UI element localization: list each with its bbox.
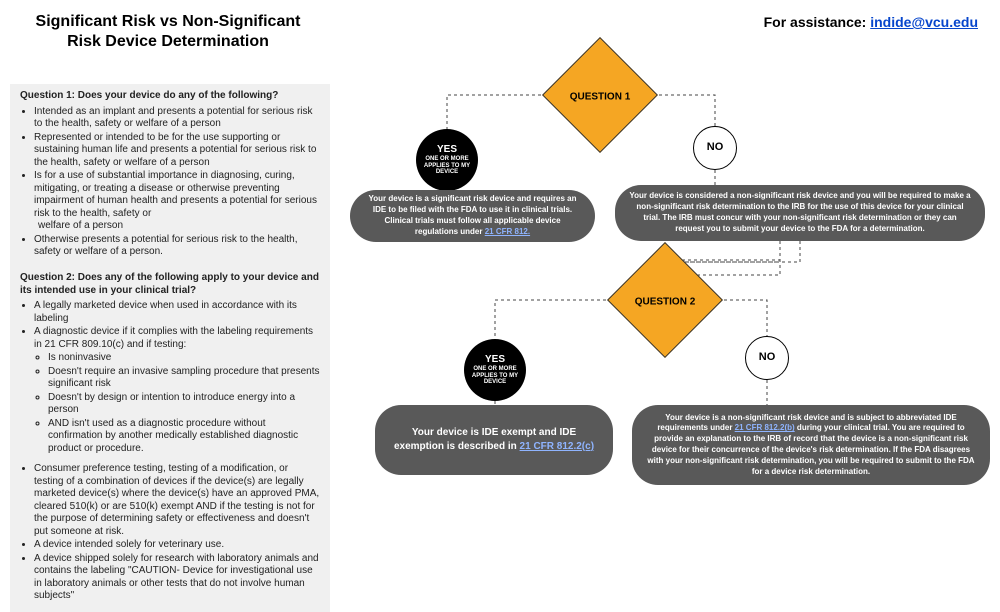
question2-list-b: Consumer preference testing, testing of … [34, 463, 320, 603]
question2-title: Question 2: Does any of the following ap… [20, 272, 320, 297]
q1-no-node: NO [693, 126, 737, 170]
q2-no-node: NO [745, 336, 789, 380]
cfr-812-link[interactable]: 21 CFR 812. [485, 227, 530, 236]
list-item: Otherwise presents a potential for serio… [34, 234, 320, 259]
assist-label: For assistance: [764, 14, 871, 30]
title-line2: Risk Device Determination [67, 33, 269, 50]
outcome-q1-yes: Your device is a significant risk device… [350, 190, 595, 242]
list-item: A legally marketed device when used in a… [34, 300, 320, 325]
list-item: Represented or intended to be for the us… [34, 132, 320, 170]
list-item: A device intended solely for veterinary … [34, 539, 320, 552]
list-item: A device shipped solely for research wit… [34, 553, 320, 603]
cfr-812-2b-link[interactable]: 21 CFR 812.2(b) [735, 423, 795, 432]
list-item: Consumer preference testing, testing of … [34, 463, 320, 538]
question1-panel: Question 1: Does your device do any of t… [10, 84, 330, 268]
page-title: Significant Risk vs Non-Significant Risk… [28, 12, 308, 52]
list-item: AND isn't used as a diagnostic procedure… [48, 418, 320, 456]
q1-yes-node: YES ONE OR MORE APPLIES TO MY DEVICE [416, 129, 478, 191]
outcome-q2-yes: Your device is IDE exempt and IDE exempt… [375, 405, 613, 475]
outcome-q2-no: Your device is a non-significant risk de… [632, 405, 990, 485]
assistance: For assistance: indide@vcu.edu [764, 14, 978, 30]
question2-panel: Question 2: Does any of the following ap… [10, 266, 330, 612]
q2-yes-node: YES ONE OR MORE APPLIES TO MY DEVICE [464, 339, 526, 401]
flowchart: QUESTION 1 YES ONE OR MORE APPLIES TO MY… [340, 40, 995, 545]
question1-title: Question 1: Does your device do any of t… [20, 90, 320, 103]
list-item: A diagnostic device if it complies with … [34, 326, 320, 455]
list-item: Is noninvasive [48, 352, 320, 365]
question1-list: Intended as an implant and presents a po… [34, 106, 320, 259]
outcome-q1-no: Your device is considered a non-signific… [615, 185, 985, 241]
list-item: Doesn't by design or intention to introd… [48, 392, 320, 417]
cfr-812-2c-link[interactable]: 21 CFR 812.2(c) [520, 441, 594, 452]
question2-list-a: A legally marketed device when used in a… [34, 300, 320, 455]
list-item: Is for a use of substantial importance i… [34, 170, 320, 233]
title-line1: Significant Risk vs Non-Significant [36, 13, 301, 30]
list-item: Doesn't require an invasive sampling pro… [48, 366, 320, 391]
assist-email-link[interactable]: indide@vcu.edu [870, 14, 978, 30]
question2-sublist: Is noninvasive Doesn't require an invasi… [48, 352, 320, 455]
list-item: Intended as an implant and presents a po… [34, 106, 320, 131]
